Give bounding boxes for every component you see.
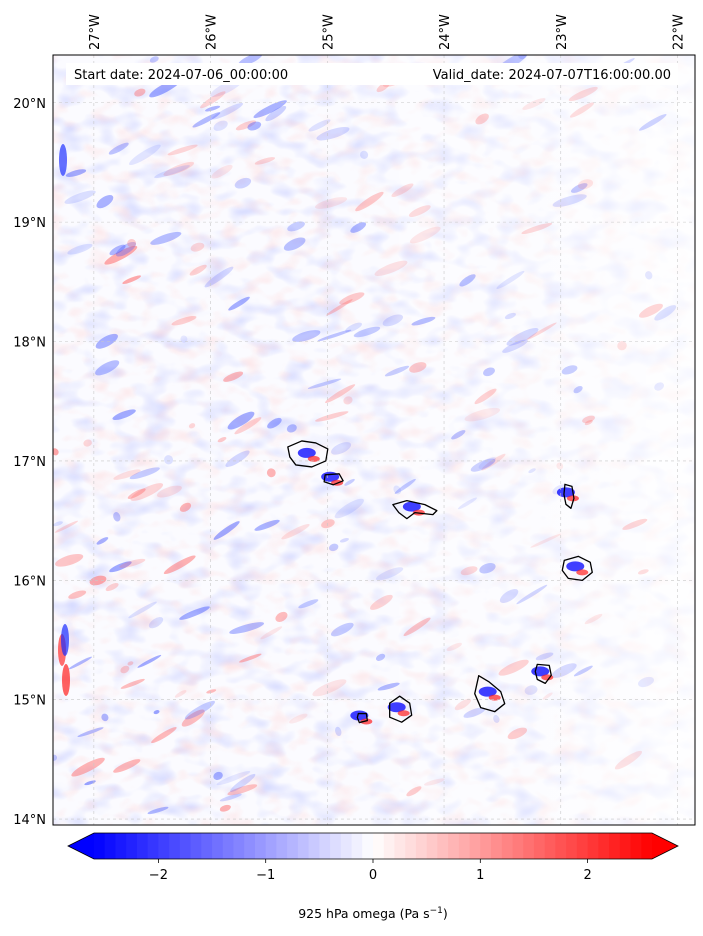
lon-tick-label: 23°W [555, 14, 570, 50]
map-frame [52, 54, 696, 826]
lat-tick-label: 18°N [13, 336, 46, 351]
island-coastline [389, 695, 413, 723]
island-coastline [392, 499, 438, 520]
lat-tick-label: 20°N [13, 97, 46, 112]
lat-tick-label: 16°N [13, 574, 46, 589]
island-coastline [563, 483, 575, 509]
lon-tick-label: 27°W [88, 14, 103, 50]
lon-tick-label: 24°W [438, 14, 453, 50]
colorbar-tick-label: 1 [476, 868, 484, 883]
lon-tick-label: 22°W [671, 14, 686, 50]
colorbar-label: 925 hPa omega (Pa s−1) [298, 906, 448, 921]
colorbar-tick-label: −1 [256, 868, 275, 883]
colorbar-tick-label: 0 [369, 868, 377, 883]
island-coastline [323, 473, 344, 486]
colorbar-outline [67, 832, 679, 860]
lat-tick-label: 14°N [13, 813, 46, 828]
valid-date-label: Valid_date: 2024-07-07T16:00:00.00 [433, 68, 671, 83]
coastlines [287, 440, 593, 724]
lon-tick-label: 25°W [321, 14, 336, 50]
info-box [66, 63, 678, 85]
lat-tick-label: 17°N [13, 455, 46, 470]
lat-tick-label: 19°N [13, 216, 46, 231]
lat-tick-label: 15°N [13, 694, 46, 709]
island-coastline [561, 555, 593, 581]
colorbar [67, 832, 679, 860]
colorbar-max-extend [652, 833, 678, 859]
colorbar-tick-label: 2 [583, 868, 591, 883]
colorbar-tick-label: −2 [149, 868, 168, 883]
lon-tick-label: 26°W [205, 14, 220, 50]
colorbar-min-extend [68, 833, 94, 859]
island-coastline [474, 675, 506, 713]
island-coastline [356, 712, 368, 724]
island-coastline [287, 440, 329, 468]
start-date-label: Start date: 2024-07-06_00:00:00 [74, 68, 288, 83]
island-coastline [534, 663, 552, 685]
graticule [53, 55, 695, 825]
omega-field [53, 55, 695, 825]
